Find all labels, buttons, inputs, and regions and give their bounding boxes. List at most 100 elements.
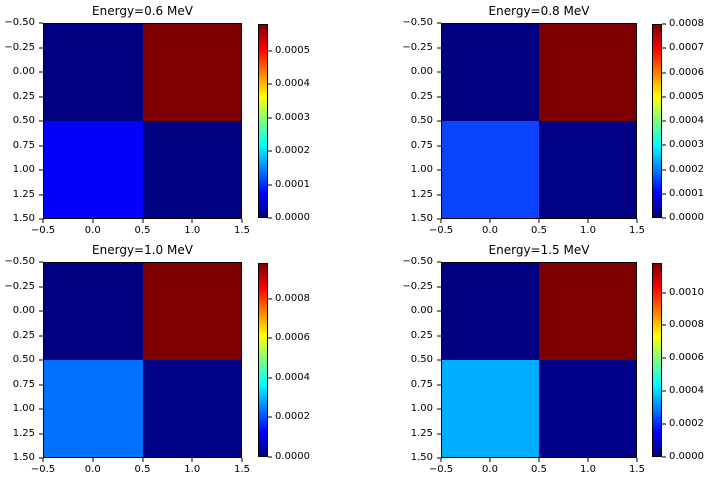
x-tick-label: 0.0 (84, 225, 101, 236)
cb-tick-label: 0.0003 (669, 139, 704, 151)
subplot-energy-1-5: Energy=1.5 MeV −0.50 −0.25 0.00 0.25 0.50 0.7… (402, 243, 704, 475)
cb-tick-label: 0.0008 (669, 319, 704, 331)
x-tick-label: −0.5 (428, 464, 454, 475)
tick-mark (39, 384, 43, 385)
x-tick-label: 1.0 (580, 225, 596, 236)
y-tick-label: 0.25 (410, 329, 433, 341)
tick-mark (662, 456, 666, 458)
tick-mark (489, 458, 491, 462)
tick-mark (437, 218, 441, 220)
y-tick-label: −0.50 (402, 17, 433, 28)
tick-mark (39, 286, 43, 287)
colorbar-gradient (259, 264, 267, 456)
y-tick-label: 1.25 (12, 188, 35, 200)
x-tick-label: 1.5 (234, 464, 250, 475)
tick-mark (662, 217, 666, 219)
y-tick-label: 0.00 (12, 305, 35, 316)
subplot-energy-1-0: Energy=1.0 MeV −0.50 −0.25 0.00 0.25 0.50 0.7… (4, 243, 310, 475)
x-tick-label: 1.5 (629, 225, 645, 236)
heatmap-cell-top-left (44, 24, 143, 121)
subplot-energy-0-6: Energy=0.6 MeV −0.50 −0.25 0.00 0.25 0.50 0.7… (4, 4, 310, 236)
heatmap (442, 24, 636, 218)
tick-mark (268, 217, 272, 219)
tick-mark (268, 298, 272, 300)
tick-mark (662, 169, 666, 170)
tick-mark (662, 47, 666, 49)
cb-tick-label: 0.0006 (669, 352, 704, 364)
tick-mark (42, 458, 44, 462)
tick-mark (437, 457, 441, 459)
y-tick-label: 1.50 (12, 452, 35, 463)
tick-mark (268, 83, 272, 85)
tick-mark (92, 219, 94, 223)
cb-tick-label: 0.0006 (275, 332, 310, 344)
heatmap-cell-top-left (442, 24, 539, 121)
tick-mark (39, 433, 43, 434)
heatmap (442, 263, 636, 457)
heatmap-cell-top-left (44, 263, 143, 360)
x-tick-label: 0.0 (482, 225, 498, 236)
heatmap-cell-bottom-left (44, 121, 143, 218)
tick-mark (142, 458, 143, 462)
tick-mark (437, 71, 441, 73)
heatmap (44, 263, 241, 457)
tick-mark (39, 359, 43, 361)
y-tick-label: 0.50 (12, 354, 35, 365)
y-tick-label: −0.50 (402, 256, 433, 267)
tick-mark (191, 219, 193, 223)
cb-tick-label: 0.0000 (669, 212, 704, 223)
tick-mark (662, 292, 666, 294)
x-tick-label: −0.5 (30, 225, 56, 236)
tick-mark (268, 184, 272, 186)
x-tick-label: 0.5 (531, 225, 547, 236)
y-tick-label: −0.50 (4, 256, 35, 267)
cb-tick-label: 0.0004 (275, 78, 310, 90)
heatmap-cell-bottom-right (539, 121, 636, 218)
tick-mark (636, 458, 638, 462)
tick-mark (39, 310, 43, 312)
cb-tick-label: 0.0004 (669, 385, 704, 397)
heatmap-cell-bottom-right (142, 360, 241, 457)
cb-tick-label: 0.0010 (669, 286, 704, 298)
tick-mark (440, 219, 442, 223)
tick-mark (437, 359, 441, 361)
y-tick-label: 0.50 (410, 354, 433, 365)
colorbar: 0.0000 0.0001 0.0002 0.0003 0.0004 0.0005 0.00… (652, 19, 704, 223)
tick-mark (437, 145, 441, 146)
y-tick-label: 1.25 (410, 427, 433, 439)
y-tick-label: 1.50 (410, 213, 433, 224)
cb-tick-label: 0.0008 (275, 292, 310, 304)
y-tick-label: 0.75 (410, 139, 433, 151)
tick-mark (437, 261, 441, 263)
tick-mark (437, 22, 441, 24)
x-tick-label: 0.5 (531, 464, 547, 475)
subplot-title: Energy=1.5 MeV (488, 243, 590, 257)
tick-mark (142, 219, 143, 223)
tick-mark (39, 457, 43, 459)
y-tick-label: 1.00 (410, 403, 433, 414)
tick-mark (538, 458, 540, 462)
tick-mark (437, 310, 441, 312)
cb-tick-label: 0.0007 (669, 42, 704, 54)
colorbar-gradient (653, 264, 661, 456)
tick-mark (268, 377, 272, 379)
tick-mark (42, 219, 44, 223)
heatmap-cell-top-right (142, 263, 241, 360)
x-tick-label: 1.0 (184, 464, 201, 475)
cb-tick-label: 0.0008 (669, 18, 704, 29)
cb-tick-label: 0.0000 (275, 212, 310, 223)
x-tick-label: 1.5 (234, 225, 250, 236)
tick-mark (268, 416, 272, 418)
tick-mark (268, 117, 272, 119)
y-tick-label: 1.25 (12, 427, 35, 439)
heatmap-cell-bottom-right (539, 360, 636, 457)
tick-mark (489, 219, 491, 223)
cb-tick-label: 0.0002 (275, 411, 310, 423)
subplot-title: Energy=0.6 MeV (92, 4, 193, 18)
x-tick-label: 1.0 (580, 464, 596, 475)
tick-mark (268, 150, 272, 152)
subplot-energy-0-8: Energy=0.8 MeV −0.50 −0.25 0.00 0.25 0.50 0.7… (402, 4, 704, 236)
y-tick-label: −0.25 (402, 41, 433, 53)
y-tick-label: 1.25 (410, 188, 433, 200)
y-tick-label: 0.00 (12, 66, 35, 77)
